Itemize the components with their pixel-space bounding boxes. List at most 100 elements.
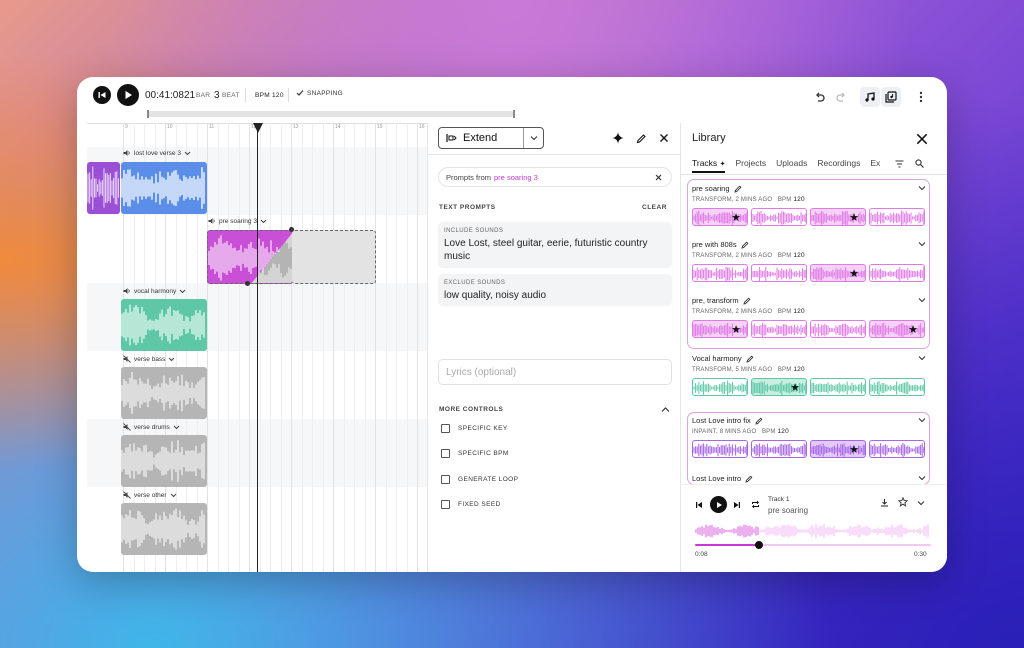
variation-thumbnail[interactable] [810, 320, 866, 338]
playhead-handle[interactable] [253, 123, 263, 133]
star-icon[interactable]: ★ [849, 444, 859, 456]
star-icon[interactable]: ★ [790, 382, 800, 394]
checkbox[interactable] [441, 475, 450, 484]
extension-region[interactable] [292, 230, 376, 284]
variation-thumbnail[interactable]: ★ [751, 378, 807, 396]
volume-muted-icon[interactable] [123, 491, 131, 499]
lyrics-input[interactable]: Lyrics (optional) [438, 359, 672, 385]
track-header[interactable]: verse other [123, 491, 177, 499]
star-icon[interactable]: ★ [731, 324, 741, 336]
tab-ex[interactable]: Ex [870, 158, 881, 168]
variation-thumbnail[interactable]: ★ [810, 208, 866, 226]
variation-thumbnail[interactable] [692, 440, 748, 458]
player-waveform[interactable] [695, 523, 931, 539]
undo-button[interactable] [810, 87, 830, 107]
player-play-button[interactable] [710, 496, 727, 513]
chevron-down-icon[interactable] [917, 499, 925, 507]
chevron-down-icon[interactable] [918, 240, 926, 248]
sparkle-button[interactable] [611, 131, 625, 145]
star-icon[interactable]: ★ [908, 324, 918, 336]
player-progress-handle[interactable] [754, 541, 763, 549]
star-outline-icon[interactable] [898, 497, 908, 507]
variation-thumbnail[interactable] [751, 264, 807, 282]
volume-icon[interactable] [123, 149, 131, 157]
audio-clip-selected[interactable] [207, 230, 293, 284]
pencil-icon[interactable] [740, 241, 749, 249]
mode-dropdown[interactable]: Extend [438, 127, 544, 149]
variation-thumbnail[interactable] [810, 378, 866, 396]
search-icon[interactable] [915, 159, 924, 168]
skip-previous-icon[interactable] [695, 501, 703, 509]
audio-clip[interactable] [87, 162, 120, 214]
pencil-icon[interactable] [743, 297, 751, 305]
skip-next-icon[interactable] [733, 501, 741, 509]
chevron-up-icon[interactable] [661, 406, 670, 413]
chevron-down-icon[interactable] [168, 356, 175, 363]
volume-icon[interactable] [208, 217, 216, 225]
pencil-icon[interactable] [745, 475, 753, 483]
player-progress-track[interactable] [695, 544, 931, 546]
star-icon[interactable]: ★ [849, 212, 859, 224]
close-panel-button[interactable] [657, 131, 671, 145]
variation-thumbnail[interactable] [751, 320, 807, 338]
chevron-down-icon[interactable] [260, 218, 267, 225]
timeline[interactable]: 9 10 11 12 13 14 15 16 lost love verse 3 pre so… [87, 123, 427, 572]
fixed-seed-option[interactable]: FIXED SEED [441, 500, 501, 509]
library-track-item[interactable]: Vocal harmony TRANSFORM, 5 MINS AGO BPM 1… [692, 354, 930, 396]
variation-thumbnail[interactable]: ★ [810, 264, 866, 282]
variation-thumbnail[interactable]: ★ [692, 320, 748, 338]
edit-button[interactable] [634, 131, 648, 145]
exclude-sounds-field[interactable]: EXCLUDE SOUNDS low quality, noisy audio [438, 274, 672, 306]
include-sounds-field[interactable]: INCLUDE SOUNDS Love Lost, steel guitar, … [438, 222, 672, 268]
chevron-down-icon[interactable] [918, 296, 926, 304]
chevron-down-icon[interactable] [918, 354, 926, 362]
prompt-source-chip[interactable]: Prompts from pre soaring 3 [438, 167, 672, 187]
chevron-down-icon[interactable] [530, 134, 538, 142]
audio-clip-muted[interactable] [121, 503, 207, 555]
chevron-down-icon[interactable] [918, 184, 926, 192]
bpm-value[interactable]: 120 [272, 92, 284, 99]
track-header[interactable]: lost love verse 3 [123, 149, 191, 157]
tab-uploads[interactable]: Uploads [776, 158, 808, 168]
checkbox[interactable] [441, 500, 450, 509]
music-note-button[interactable] [860, 87, 880, 107]
tab-tracks[interactable]: Tracks ✦ [692, 158, 726, 173]
chevron-down-icon[interactable] [918, 416, 926, 424]
variation-thumbnail[interactable] [869, 264, 925, 282]
checkbox[interactable] [441, 449, 450, 458]
playhead[interactable] [257, 123, 258, 572]
redo-button[interactable] [831, 87, 851, 107]
generate-loop-option[interactable]: GENERATE LOOP [441, 475, 518, 484]
audio-clip[interactable] [121, 299, 207, 351]
chevron-down-icon[interactable] [184, 150, 191, 157]
skip-back-button[interactable] [93, 86, 111, 104]
snapping-toggle[interactable]: SNAPPING [296, 89, 343, 97]
close-icon[interactable] [915, 132, 929, 146]
variation-thumbnail[interactable]: ★ [810, 440, 866, 458]
star-icon[interactable]: ★ [731, 212, 741, 224]
play-button[interactable] [117, 84, 139, 106]
scroll-handle-right[interactable] [513, 110, 515, 118]
volume-icon[interactable] [123, 287, 131, 295]
volume-muted-icon[interactable] [123, 355, 131, 363]
variation-thumbnail[interactable] [869, 378, 925, 396]
resize-handle[interactable] [245, 281, 250, 286]
repeat-icon[interactable] [751, 500, 760, 509]
pencil-icon[interactable] [733, 185, 742, 193]
pencil-icon[interactable] [755, 417, 763, 425]
library-track-item[interactable]: pre with 808s TRANSFORM, 2 MINS AGO BPM 1… [692, 240, 930, 282]
resize-handle[interactable] [289, 227, 294, 232]
audio-clip-muted[interactable] [121, 367, 207, 419]
star-icon[interactable]: ★ [849, 268, 859, 280]
audio-clip-muted[interactable] [121, 435, 207, 487]
chip-link[interactable]: pre soaring 3 [494, 172, 538, 182]
library-track-item[interactable]: Lost Love intro fix INPAINT, 8 MINS AGO B… [692, 416, 930, 458]
track-header[interactable]: vocal harmony [123, 287, 186, 295]
specific-bpm-option[interactable]: SPECIFIC BPM [441, 449, 509, 458]
variation-thumbnail[interactable] [692, 264, 748, 282]
track-header[interactable]: verse drums [123, 423, 180, 431]
variation-thumbnail[interactable]: ★ [869, 320, 925, 338]
timeline-scrollbar[interactable] [147, 111, 514, 117]
chevron-down-icon[interactable] [170, 492, 177, 499]
checkbox[interactable] [441, 424, 450, 433]
